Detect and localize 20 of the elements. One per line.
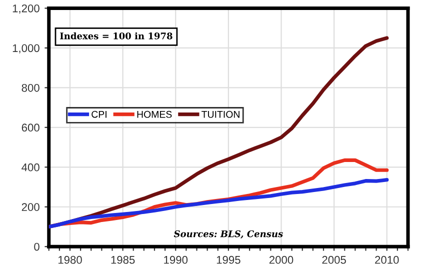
x-tick-label: 2010 [375, 256, 399, 264]
y-tick-label: 0 [34, 242, 40, 251]
x-tick-label: 1990 [164, 256, 188, 264]
x-tick-label: 1985 [111, 256, 135, 264]
y-tick-label: 200 [22, 203, 40, 212]
annotation: Indexes = 100 in 1978 [60, 32, 172, 40]
y-tick-label: 600 [22, 124, 40, 132]
legend-label: HOMES [137, 110, 172, 118]
legend-label: CPI [92, 110, 106, 118]
legend-label: TUITION [202, 110, 240, 118]
y-tick-label: 800 [22, 84, 40, 92]
y-tick-label: 400 [22, 163, 40, 172]
annotation: Sources: BLS, Census [174, 230, 283, 239]
y-tick-label: 1,200 [12, 4, 40, 14]
x-tick-label: 1980 [58, 256, 82, 264]
x-tick-label: 1995 [216, 256, 240, 264]
x-tick-label: 2005 [322, 256, 346, 264]
line-series [48, 178, 389, 229]
y-tick-label: 1,000 [12, 44, 40, 54]
x-tick-label: 2000 [269, 256, 294, 264]
